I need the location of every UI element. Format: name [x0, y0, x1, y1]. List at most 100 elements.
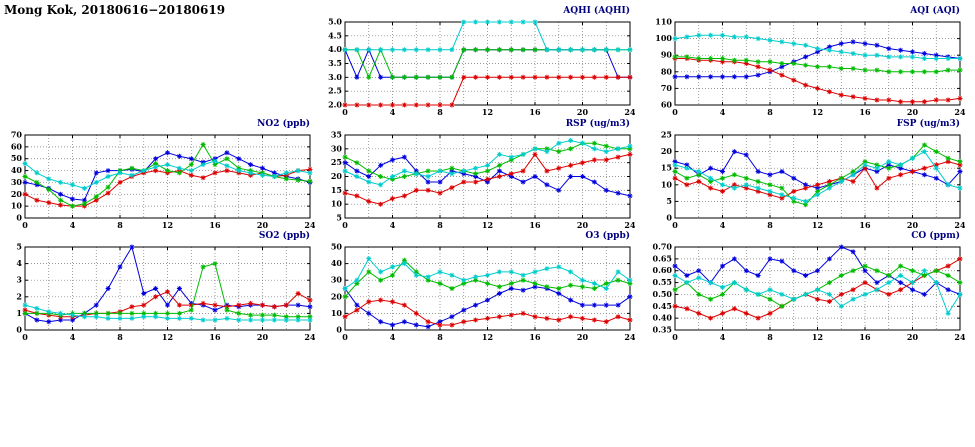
svg-text:0.45: 0.45 — [653, 301, 672, 311]
chart-co: CO (ppm) 0 4 8 12 16 20 24 0.35 0.40 0.45 0.50 0.55… — [650, 231, 965, 343]
svg-text:30: 30 — [11, 177, 23, 187]
chart-plot-co: 0 4 8 12 16 20 24 0.35 0.40 0.45 0.50 0.55 0.60 0.650… — [653, 243, 965, 342]
svg-text:20: 20 — [577, 332, 589, 342]
svg-text:0: 0 — [16, 325, 22, 335]
svg-text:40: 40 — [331, 258, 343, 268]
svg-text:12: 12 — [482, 332, 493, 342]
svg-text:4.5: 4.5 — [328, 30, 342, 40]
svg-text:5.0: 5.0 — [328, 18, 342, 27]
svg-text:4: 4 — [720, 220, 726, 230]
svg-text:70: 70 — [661, 83, 673, 93]
svg-text:0: 0 — [672, 107, 678, 117]
svg-text:0.55: 0.55 — [653, 277, 672, 287]
chart-title-no2: NO2 (ppb) — [257, 119, 310, 129]
svg-text:12: 12 — [812, 332, 823, 342]
svg-text:20: 20 — [661, 146, 673, 156]
chart-title-co: CO (ppm) — [911, 231, 960, 241]
svg-text:50: 50 — [331, 243, 343, 252]
svg-text:5: 5 — [666, 196, 672, 206]
svg-text:12: 12 — [812, 107, 823, 117]
svg-text:4: 4 — [16, 258, 22, 268]
svg-text:4: 4 — [390, 107, 396, 117]
svg-text:0: 0 — [342, 220, 348, 230]
svg-text:8: 8 — [437, 332, 443, 342]
svg-text:12: 12 — [812, 220, 823, 230]
svg-text:30: 30 — [331, 275, 343, 285]
chart-title-o3: O3 (ppb) — [585, 231, 630, 241]
svg-text:0.70: 0.70 — [653, 243, 673, 252]
svg-text:2: 2 — [16, 291, 22, 301]
svg-text:15: 15 — [331, 185, 342, 195]
chart-so2: SO2 (ppb) 0 4 8 12 16 20 24 0 1 2 3 4 5 — [0, 231, 315, 343]
svg-text:8: 8 — [437, 220, 443, 230]
svg-text:20: 20 — [577, 107, 589, 117]
chart-plot-rsp: 0 4 8 12 16 20 24 5 10 15 20 25 30 35 — [331, 131, 635, 230]
svg-text:16: 16 — [859, 107, 871, 117]
svg-text:100: 100 — [655, 33, 672, 43]
svg-text:8: 8 — [437, 107, 443, 117]
svg-text:24: 24 — [624, 107, 635, 117]
svg-text:5: 5 — [336, 213, 342, 223]
svg-text:8: 8 — [117, 332, 123, 342]
svg-text:20: 20 — [577, 220, 589, 230]
svg-text:0.60: 0.60 — [653, 265, 673, 275]
svg-text:8: 8 — [117, 220, 123, 230]
chart-title-rsp: RSP (ug/m3) — [565, 119, 630, 129]
svg-text:15: 15 — [661, 163, 672, 173]
svg-text:35: 35 — [331, 131, 342, 140]
svg-text:20: 20 — [257, 332, 269, 342]
svg-text:4.0: 4.0 — [328, 44, 342, 54]
svg-text:80: 80 — [661, 66, 673, 76]
svg-text:12: 12 — [482, 107, 493, 117]
svg-text:0.35: 0.35 — [653, 325, 672, 335]
svg-text:16: 16 — [859, 332, 871, 342]
svg-text:0.40: 0.40 — [653, 313, 673, 323]
svg-text:0: 0 — [666, 213, 672, 223]
svg-text:3: 3 — [16, 275, 22, 285]
svg-text:4: 4 — [70, 220, 76, 230]
svg-text:20: 20 — [907, 332, 919, 342]
svg-text:90: 90 — [661, 50, 673, 60]
svg-text:4: 4 — [390, 332, 396, 342]
svg-text:60: 60 — [661, 100, 673, 110]
chart-aqhi: AQHI (AQHI) 0 4 8 12 16 20 24 2.0 2.5 3.0 3.5 4.0 4.… — [320, 6, 635, 118]
svg-text:16: 16 — [529, 220, 541, 230]
chart-aqi: AQI (AQI) 0 4 8 12 16 20 24 60 70 80 90 100 110 — [650, 6, 965, 118]
svg-text:20: 20 — [331, 291, 343, 301]
chart-o3: O3 (ppb) 0 4 8 12 16 20 24 0 10 20 30 40 50 — [320, 231, 635, 343]
chart-rsp: RSP (ug/m3) 0 4 8 12 16 20 24 5 10 15 20 25 30 35 — [320, 119, 635, 231]
svg-text:10: 10 — [11, 201, 23, 211]
svg-text:16: 16 — [529, 332, 541, 342]
chart-plot-aqhi: 0 4 8 12 16 20 24 2.0 2.5 3.0 3.5 4.0 4.5 5.0 — [328, 18, 635, 117]
svg-text:2.0: 2.0 — [328, 100, 342, 110]
svg-text:16: 16 — [209, 332, 221, 342]
svg-text:0: 0 — [336, 325, 342, 335]
chart-plot-aqi: 0 4 8 12 16 20 24 60 70 80 90 100 110 — [655, 18, 965, 117]
svg-text:20: 20 — [11, 189, 23, 199]
svg-text:10: 10 — [331, 199, 343, 209]
svg-text:30: 30 — [331, 143, 343, 153]
svg-text:4: 4 — [70, 332, 76, 342]
chart-title-so2: SO2 (ppb) — [258, 231, 310, 241]
svg-text:24: 24 — [624, 220, 635, 230]
svg-text:25: 25 — [661, 131, 672, 140]
svg-text:24: 24 — [954, 220, 965, 230]
svg-text:16: 16 — [209, 220, 221, 230]
svg-text:0: 0 — [16, 213, 22, 223]
svg-text:10: 10 — [331, 308, 343, 318]
chart-fsp: FSP (ug/m3) 0 4 8 12 16 20 24 0 5 10 15 20 25 — [650, 119, 965, 231]
svg-text:8: 8 — [767, 332, 773, 342]
svg-text:70: 70 — [11, 131, 23, 140]
svg-text:0.50: 0.50 — [653, 289, 673, 299]
svg-text:8: 8 — [767, 107, 773, 117]
chart-title-aqi: AQI (AQI) — [910, 6, 960, 16]
page-title: Mong Kok, 20180616−20180619 — [4, 3, 226, 17]
svg-text:24: 24 — [954, 107, 965, 117]
svg-text:8: 8 — [767, 220, 773, 230]
svg-text:0: 0 — [672, 332, 678, 342]
svg-text:3.0: 3.0 — [328, 72, 342, 82]
svg-text:40: 40 — [11, 165, 23, 175]
svg-text:20: 20 — [907, 107, 919, 117]
